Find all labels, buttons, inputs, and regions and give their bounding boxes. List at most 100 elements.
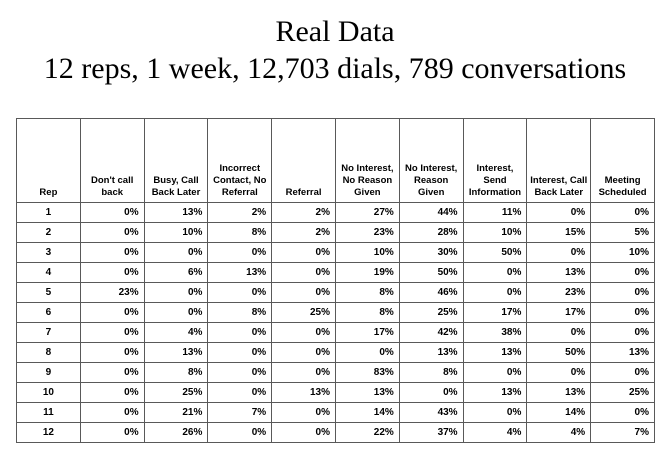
table-body: 1 0% 13% 2% 2% 27% 44% 11% 0% 0% 2 0% 10% 8% 2% 23% 28% 1… (16, 202, 655, 443)
data-cell: 8% (143, 362, 209, 383)
data-cell: 0% (271, 282, 336, 303)
data-cell: 0% (207, 342, 273, 363)
table-row: 2 0% 10% 8% 2% 23% 28% 10% 15% 5% (16, 222, 655, 243)
data-cell: 0% (462, 362, 528, 383)
data-cell: 10% (462, 222, 528, 243)
rep-cell: 7 (16, 322, 81, 343)
data-cell: 10% (590, 242, 655, 263)
data-cell: 19% (334, 262, 400, 283)
data-cell: 0% (207, 322, 273, 343)
data-cell: 8% (207, 222, 273, 243)
data-cell: 13% (334, 382, 400, 403)
data-cell: 0% (334, 342, 400, 363)
data-cell: 4% (143, 322, 209, 343)
data-cell: 23% (334, 222, 400, 243)
data-cell: 22% (334, 422, 400, 443)
rep-cell: 3 (16, 242, 81, 263)
data-cell: 13% (462, 342, 528, 363)
data-cell: 0% (271, 362, 336, 383)
table-row: 1 0% 13% 2% 2% 27% 44% 11% 0% 0% (16, 202, 655, 223)
table-row: 8 0% 13% 0% 0% 0% 13% 13% 50% 13% (16, 342, 655, 363)
data-cell: 50% (398, 262, 464, 283)
data-cell: 7% (590, 422, 655, 443)
data-cell: 0% (143, 242, 209, 263)
data-cell: 0% (143, 302, 209, 323)
data-cell: 0% (79, 382, 145, 403)
data-cell: 17% (462, 302, 528, 323)
data-cell: 13% (271, 382, 336, 403)
data-cell: 28% (398, 222, 464, 243)
data-cell: 0% (143, 282, 209, 303)
data-cell: 0% (398, 382, 464, 403)
column-header-8: Interest, Call Back Later (526, 118, 592, 203)
data-cell: 23% (79, 282, 145, 303)
rep-cell: 6 (16, 302, 81, 323)
table-row: 12 0% 26% 0% 0% 22% 37% 4% 4% 7% (16, 422, 655, 443)
column-header-4: Referral (271, 118, 336, 203)
data-cell: 0% (462, 262, 528, 283)
data-cell: 0% (526, 202, 592, 223)
data-cell: 0% (207, 422, 273, 443)
data-cell: 27% (334, 202, 400, 223)
data-cell: 46% (398, 282, 464, 303)
data-cell: 0% (79, 402, 145, 423)
data-cell: 30% (398, 242, 464, 263)
data-cell: 8% (334, 282, 400, 303)
data-cell: 0% (79, 202, 145, 223)
data-cell: 0% (207, 362, 273, 383)
rep-results-table: Rep Don't call back Busy, Call Back Later I… (16, 118, 655, 443)
data-cell: 17% (526, 302, 592, 323)
table-row: 3 0% 0% 0% 0% 10% 30% 50% 0% 10% (16, 242, 655, 263)
data-cell: 13% (526, 382, 592, 403)
data-cell: 15% (526, 222, 592, 243)
data-cell: 10% (334, 242, 400, 263)
table-row: 6 0% 0% 8% 25% 8% 25% 17% 17% 0% (16, 302, 655, 323)
data-cell: 0% (590, 282, 655, 303)
data-cell: 37% (398, 422, 464, 443)
data-cell: 0% (207, 282, 273, 303)
rep-cell: 1 (16, 202, 81, 223)
data-cell: 13% (526, 262, 592, 283)
data-cell: 0% (271, 322, 336, 343)
page-subtitle: 12 reps, 1 week, 12,703 dials, 789 conve… (43, 52, 627, 85)
rep-cell: 4 (16, 262, 81, 283)
data-cell: 0% (271, 422, 336, 443)
data-cell: 25% (143, 382, 209, 403)
data-cell: 0% (79, 262, 145, 283)
data-cell: 2% (207, 202, 273, 223)
data-cell: 0% (590, 302, 655, 323)
data-cell: 0% (271, 342, 336, 363)
data-cell: 14% (526, 402, 592, 423)
data-cell: 21% (143, 402, 209, 423)
table-row: 4 0% 6% 13% 0% 19% 50% 0% 13% 0% (16, 262, 655, 283)
rep-cell: 11 (16, 402, 81, 423)
data-cell: 0% (79, 422, 145, 443)
column-header-6: No Interest, Reason Given (398, 118, 464, 203)
rep-cell: 12 (16, 422, 81, 443)
rep-cell: 2 (16, 222, 81, 243)
data-cell: 4% (526, 422, 592, 443)
data-cell: 0% (79, 342, 145, 363)
data-cell: 25% (271, 302, 336, 323)
data-cell: 8% (334, 302, 400, 323)
data-cell: 0% (79, 302, 145, 323)
data-cell: 8% (398, 362, 464, 383)
data-cell: 0% (590, 322, 655, 343)
column-header-2: Busy, Call Back Later (143, 118, 209, 203)
data-cell: 0% (271, 262, 336, 283)
data-cell: 0% (79, 362, 145, 383)
rep-cell: 9 (16, 362, 81, 383)
data-cell: 44% (398, 202, 464, 223)
column-header-5: No Interest, No Reason Given (334, 118, 400, 203)
data-cell: 4% (462, 422, 528, 443)
data-cell: 23% (526, 282, 592, 303)
data-cell: 13% (590, 342, 655, 363)
column-header-1: Don't call back (79, 118, 145, 203)
table-row: 5 23% 0% 0% 0% 8% 46% 0% 23% 0% (16, 282, 655, 303)
data-cell: 0% (79, 222, 145, 243)
data-cell: 13% (398, 342, 464, 363)
data-cell: 0% (207, 382, 273, 403)
data-cell: 25% (398, 302, 464, 323)
data-cell: 0% (271, 242, 336, 263)
